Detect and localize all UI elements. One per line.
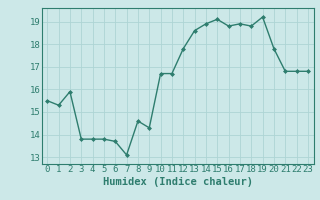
X-axis label: Humidex (Indice chaleur): Humidex (Indice chaleur) <box>103 177 252 187</box>
